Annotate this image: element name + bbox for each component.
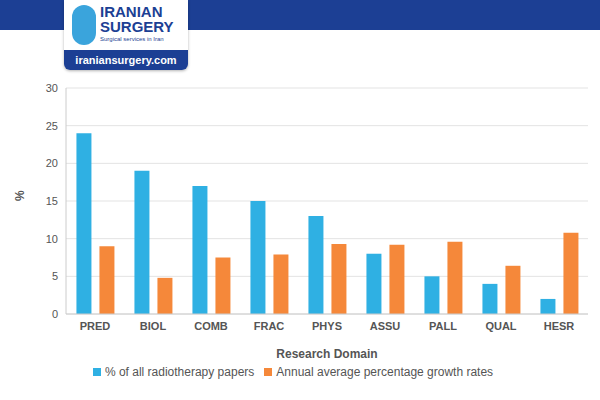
svg-text:5: 5: [52, 270, 58, 282]
svg-text:25: 25: [46, 120, 58, 132]
svg-text:%: %: [13, 190, 27, 201]
html-text:% of all radiotherapy papers: % of all radiotherapy papers: [104, 365, 255, 379]
html-text:Surgical services in Iran: Surgical services in Iran: [100, 36, 164, 42]
svg-text:0: 0: [52, 308, 58, 320]
html-text:Annual average percentage grow: Annual average percentage growth rates: [276, 365, 494, 379]
svg-text:30: 30: [46, 82, 58, 94]
svg-text:PHYS: PHYS: [312, 320, 342, 332]
svg-text:ASSU: ASSU: [370, 320, 401, 332]
svg-text:HESR: HESR: [544, 320, 575, 332]
html-text:IRANIAN: IRANIAN: [100, 3, 163, 20]
svg-text:Research Domain: Research Domain: [276, 347, 377, 361]
html-text:SURGERY: SURGERY: [100, 18, 174, 35]
svg-text:FRAC: FRAC: [254, 320, 285, 332]
html-text:iraniansurgery.com: iraniansurgery.com: [75, 54, 177, 66]
svg-text:BIOL: BIOL: [140, 320, 167, 332]
svg-text:PRED: PRED: [80, 320, 111, 332]
svg-text:10: 10: [46, 233, 58, 245]
svg-text:15: 15: [46, 195, 58, 207]
svg-text:PALL: PALL: [429, 320, 457, 332]
svg-text:COMB: COMB: [194, 320, 228, 332]
svg-text:QUAL: QUAL: [485, 320, 516, 332]
svg-text:20: 20: [46, 157, 58, 169]
